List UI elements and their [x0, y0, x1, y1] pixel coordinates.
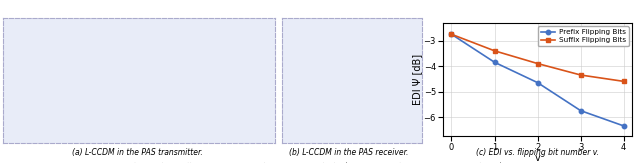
Text: (c) EDI vs. flipping bit number v.: (c) EDI vs. flipping bit number v.: [476, 148, 599, 157]
Suffix Flipping Bits: [620, 80, 628, 82]
Y-axis label: EDI Ψ [dB]: EDI Ψ [dB]: [412, 54, 422, 105]
Suffix Flipping Bits: [491, 50, 499, 52]
Prefix Flipping Bits: [577, 110, 584, 112]
Suffix Flipping Bits: [447, 33, 455, 35]
Prefix Flipping Bits: [534, 82, 541, 84]
Prefix Flipping Bits: [491, 61, 499, 63]
Text: (b) L-CCDM in the PAS receiver.: (b) L-CCDM in the PAS receiver.: [289, 148, 408, 157]
Text: (a) L-CCDM in the PAS transmitter.: (a) L-CCDM in the PAS transmitter.: [72, 148, 203, 157]
Line: Prefix Flipping Bits: Prefix Flipping Bits: [449, 32, 626, 128]
Prefix Flipping Bits: [447, 33, 455, 35]
Suffix Flipping Bits: [534, 63, 541, 65]
Text: Fig. 3.  (a) Block diagram of L-CCDM in the PAS transmitter. Given v flipping bi: Fig. 3. (a) Block diagram of L-CCDM in t…: [3, 161, 503, 163]
Line: Suffix Flipping Bits: Suffix Flipping Bits: [449, 32, 626, 84]
X-axis label: v: v: [535, 153, 540, 163]
Suffix Flipping Bits: [577, 74, 584, 76]
Prefix Flipping Bits: [620, 125, 628, 127]
Legend: Prefix Flipping Bits, Suffix Flipping Bits: Prefix Flipping Bits, Suffix Flipping Bi…: [538, 26, 628, 46]
